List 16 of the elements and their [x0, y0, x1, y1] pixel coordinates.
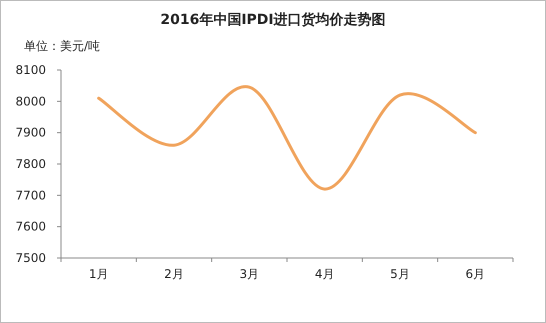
- y-tick-label: 7500: [15, 251, 46, 265]
- y-tick-label: 7800: [15, 157, 46, 171]
- y-tick-label: 7900: [15, 126, 46, 140]
- x-tick-label: 2月: [164, 267, 184, 281]
- x-tick-label: 4月: [314, 267, 334, 281]
- y-axis-title: 单位：美元/吨: [24, 39, 100, 53]
- x-tick-label: 6月: [466, 267, 486, 281]
- chart-title: 2016年中国IPDI进口货均价走势图: [160, 12, 386, 28]
- y-tick-label: 7600: [15, 220, 46, 234]
- y-tick-label: 7700: [15, 188, 46, 202]
- y-tick-label: 8100: [15, 63, 46, 77]
- y-tick-label: 8000: [15, 94, 46, 108]
- line-series: [97, 85, 477, 191]
- x-tick-label: 3月: [240, 267, 260, 281]
- x-tick-label: 1月: [88, 267, 108, 281]
- x-tick-label: 5月: [390, 267, 410, 281]
